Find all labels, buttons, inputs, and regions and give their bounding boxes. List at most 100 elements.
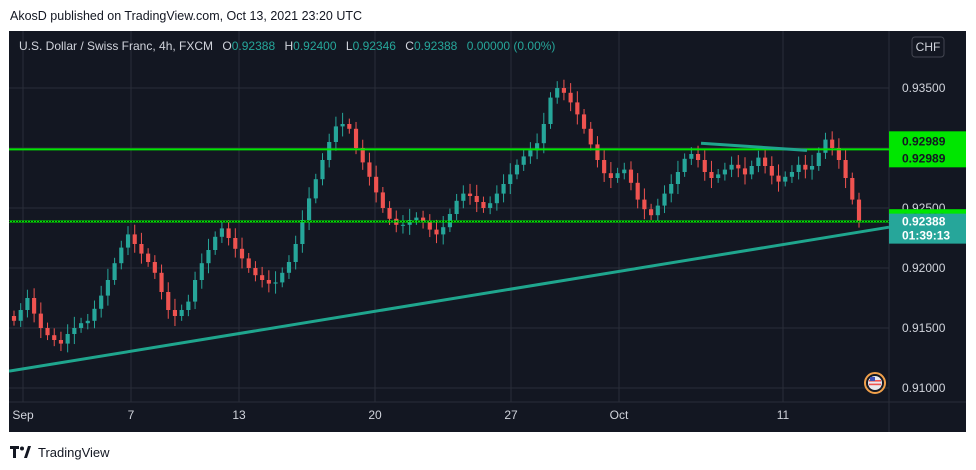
candle-body: [286, 262, 292, 273]
candle-body: [38, 313, 43, 328]
candle-body: [293, 244, 298, 262]
countdown-text: 01:39:13: [902, 229, 950, 243]
candle-body: [32, 298, 37, 314]
candle-body: [494, 193, 499, 204]
candle-body: [132, 234, 137, 244]
candle-body: [18, 310, 23, 321]
x-tick-label: 13: [232, 408, 246, 422]
candle-body: [635, 182, 640, 200]
currency-button[interactable]: CHF: [911, 36, 945, 58]
close-value: 0.92388: [414, 39, 458, 53]
candle-body: [749, 166, 754, 175]
candle-body: [655, 205, 660, 216]
x-tick-label: 20: [368, 408, 382, 422]
candle-body: [280, 272, 285, 283]
low-value: 0.92346: [353, 39, 397, 53]
candle-body: [347, 124, 352, 129]
flag-icon[interactable]: [864, 372, 886, 394]
candle-body: [722, 169, 727, 175]
chart-legend: U.S. Dollar / Swiss Franc, 4h, FXCM O0.9…: [19, 39, 555, 53]
candle-body: [608, 173, 613, 178]
candle-body: [199, 263, 204, 280]
candle-body: [843, 160, 848, 178]
candle-body: [695, 154, 701, 160]
change-value: 0.00000 (0.00%): [467, 39, 556, 53]
last-price-tag-bg: [889, 213, 966, 244]
candle-body: [856, 199, 862, 222]
candle-body: [595, 144, 600, 160]
candle-body: [776, 175, 781, 182]
candle-body: [340, 124, 345, 127]
x-tick-label: Oct: [610, 408, 629, 422]
candle-body: [414, 217, 419, 220]
candle-body: [541, 124, 546, 144]
grid: [9, 31, 966, 432]
candle-body: [374, 176, 379, 193]
candle-body: [159, 272, 164, 292]
candle-body: [273, 282, 278, 284]
x-tick-label: 7: [128, 408, 135, 422]
horizontal-levels: [9, 148, 889, 223]
x-tick-label: Sep: [12, 408, 34, 422]
y-tick-label: 0.91500: [902, 321, 946, 335]
candle-body: [25, 298, 30, 310]
candle-body: [474, 196, 479, 202]
candle-body: [421, 217, 426, 223]
candle-body: [333, 126, 338, 142]
open-value: 0.92388: [232, 39, 276, 53]
candle-body: [836, 148, 841, 160]
candle-body: [816, 152, 821, 166]
candle-body: [441, 227, 446, 235]
candle-body: [400, 224, 406, 226]
candle-body: [119, 247, 124, 264]
symbol-name: U.S. Dollar / Swiss Franc, 4h, FXCM: [19, 39, 213, 53]
y-tick-label: 0.92000: [902, 261, 946, 275]
candle-body: [615, 173, 620, 178]
candle-body: [501, 184, 506, 194]
resistance-tag-1-bg: [889, 131, 966, 168]
candle-body: [548, 97, 553, 124]
candle-body: [682, 158, 687, 172]
candle-body: [307, 198, 312, 220]
candle-body: [45, 328, 50, 336]
candle-body: [327, 142, 332, 160]
footer-brand: TradingView: [38, 444, 110, 460]
candle-body: [213, 236, 218, 250]
candle-body: [58, 340, 64, 344]
candle-body: [219, 228, 224, 237]
candle-body: [535, 143, 540, 151]
candle-body: [253, 268, 258, 276]
footer: TradingView: [10, 443, 110, 461]
candle-body: [112, 263, 117, 280]
candle-body: [649, 209, 654, 216]
candle-body: [602, 160, 607, 174]
candle-body: [756, 157, 761, 166]
candle-body: [555, 88, 560, 98]
candle-body: [78, 323, 84, 328]
last-price-tag-text: 0.92388: [902, 215, 946, 229]
x-tick-label: 27: [504, 408, 518, 422]
candle-body: [52, 335, 57, 340]
candle-body: [166, 292, 171, 310]
candle-body: [796, 164, 801, 172]
candle-body: [387, 208, 392, 219]
candle-body: [206, 250, 211, 264]
candle-body: [313, 179, 318, 199]
candle-body: [568, 92, 573, 103]
candle-body: [320, 160, 325, 180]
candle-body: [628, 169, 634, 183]
candle-body: [736, 164, 741, 169]
candle-body: [702, 160, 707, 172]
currency-label: CHF: [916, 40, 941, 54]
candle-body: [521, 156, 526, 165]
candle-body: [662, 193, 667, 206]
candle-body: [481, 202, 486, 208]
resistance-tag-2-text: 0.92989: [902, 151, 946, 165]
candle-body: [152, 262, 157, 273]
candle-body: [830, 139, 835, 148]
candle-body: [239, 248, 245, 259]
trendlines: [9, 141, 890, 373]
